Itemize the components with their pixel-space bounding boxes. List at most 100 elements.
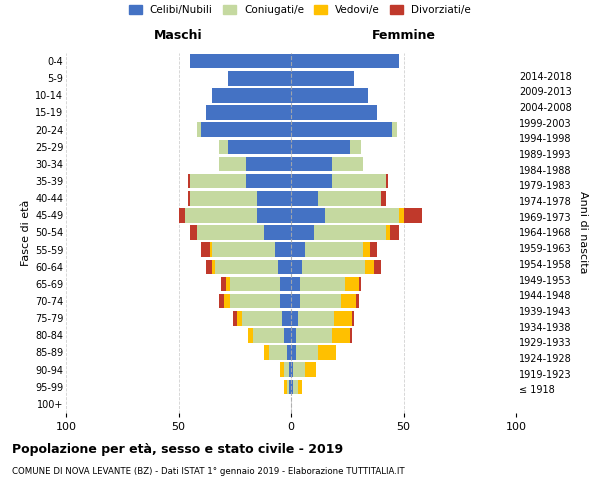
Bar [257, 208, 291, 222]
Bar [291, 140, 349, 154]
Bar [318, 191, 381, 206]
Bar [334, 311, 352, 326]
Bar [291, 362, 293, 377]
Bar [314, 225, 386, 240]
Bar [325, 208, 399, 222]
Bar [179, 208, 185, 222]
Bar [264, 225, 291, 240]
Bar [212, 88, 291, 102]
Bar [370, 242, 377, 257]
Bar [291, 260, 302, 274]
Bar [298, 311, 334, 326]
Text: Femmine: Femmine [371, 29, 436, 42]
Bar [289, 362, 291, 377]
Text: COMUNE DI NOVA LEVANTE (BZ) - Dati ISTAT 1° gennaio 2019 - Elaborazione TUTTITAL: COMUNE DI NOVA LEVANTE (BZ) - Dati ISTAT… [12, 468, 404, 476]
Bar [287, 345, 291, 360]
Bar [349, 140, 361, 154]
Bar [291, 191, 318, 206]
Bar [352, 311, 354, 326]
Bar [228, 71, 291, 86]
Bar [197, 122, 201, 137]
Bar [302, 260, 365, 274]
Bar [284, 362, 289, 377]
Bar [284, 380, 287, 394]
Bar [291, 122, 392, 137]
Bar [291, 156, 331, 171]
Bar [275, 242, 291, 257]
Bar [331, 174, 386, 188]
Bar [201, 122, 291, 137]
Bar [219, 140, 228, 154]
Bar [185, 208, 257, 222]
Text: Maschi: Maschi [154, 29, 203, 42]
Bar [230, 276, 280, 291]
Bar [300, 294, 341, 308]
Bar [291, 71, 354, 86]
Bar [190, 191, 257, 206]
Bar [280, 362, 284, 377]
Bar [291, 88, 367, 102]
Bar [300, 276, 345, 291]
Bar [201, 242, 210, 257]
Bar [226, 276, 230, 291]
Bar [359, 276, 361, 291]
Bar [287, 380, 289, 394]
Bar [237, 311, 241, 326]
Bar [363, 242, 370, 257]
Bar [210, 242, 212, 257]
Bar [246, 174, 291, 188]
Bar [390, 225, 399, 240]
Bar [257, 191, 291, 206]
Bar [219, 156, 246, 171]
Bar [280, 276, 291, 291]
Bar [253, 328, 284, 342]
Bar [345, 276, 359, 291]
Bar [228, 140, 291, 154]
Bar [386, 225, 390, 240]
Bar [349, 328, 352, 342]
Bar [269, 345, 287, 360]
Bar [399, 208, 404, 222]
Bar [291, 174, 331, 188]
Bar [296, 328, 331, 342]
Bar [293, 380, 298, 394]
Bar [291, 276, 300, 291]
Bar [212, 242, 275, 257]
Bar [291, 328, 296, 342]
Bar [291, 54, 399, 68]
Bar [282, 311, 291, 326]
Y-axis label: Fasce di età: Fasce di età [20, 200, 31, 266]
Bar [248, 328, 253, 342]
Bar [386, 174, 388, 188]
Bar [291, 105, 377, 120]
Bar [291, 380, 293, 394]
Bar [298, 380, 302, 394]
Bar [404, 208, 421, 222]
Bar [305, 362, 316, 377]
Bar [381, 191, 386, 206]
Bar [341, 294, 356, 308]
Bar [215, 260, 277, 274]
Bar [291, 345, 296, 360]
Bar [197, 225, 264, 240]
Y-axis label: Anni di nascita: Anni di nascita [578, 191, 588, 274]
Bar [291, 294, 300, 308]
Bar [230, 294, 280, 308]
Text: Popolazione per età, sesso e stato civile - 2019: Popolazione per età, sesso e stato civil… [12, 442, 343, 456]
Bar [223, 294, 230, 308]
Bar [187, 174, 190, 188]
Bar [280, 294, 291, 308]
Bar [305, 242, 363, 257]
Bar [241, 311, 282, 326]
Bar [233, 311, 237, 326]
Bar [291, 208, 325, 222]
Bar [331, 156, 363, 171]
Bar [246, 156, 291, 171]
Bar [318, 345, 336, 360]
Bar [365, 260, 374, 274]
Bar [392, 122, 397, 137]
Legend: Celibi/Nubili, Coniugati/e, Vedovi/e, Divorziati/e: Celibi/Nubili, Coniugati/e, Vedovi/e, Di… [129, 5, 471, 15]
Bar [205, 105, 291, 120]
Bar [284, 328, 291, 342]
Bar [293, 362, 305, 377]
